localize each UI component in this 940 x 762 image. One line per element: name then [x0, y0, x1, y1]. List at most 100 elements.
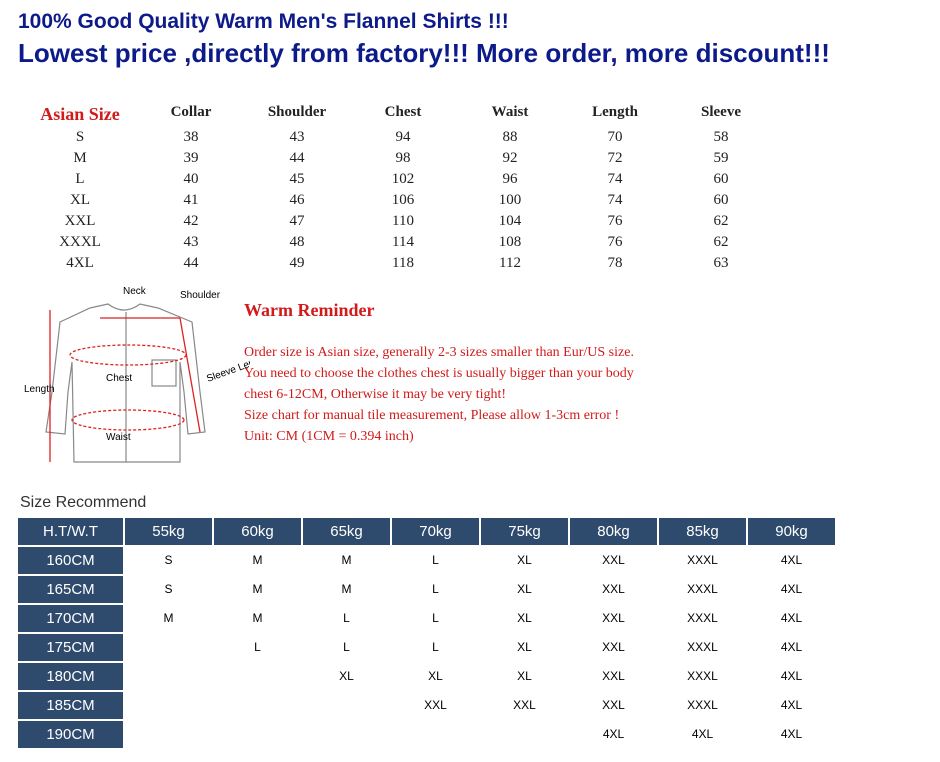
- recommend-cell: M: [252, 611, 263, 625]
- recommend-cell: M: [341, 553, 352, 567]
- reminder-title: Warm Reminder: [244, 300, 375, 320]
- size-cell: 62: [713, 234, 729, 250]
- size-cell: 74: [607, 171, 623, 187]
- size-cell: 60: [713, 192, 729, 208]
- recommend-cell: 4XL: [780, 669, 803, 683]
- recommend-cell: 4XL: [780, 553, 803, 567]
- headline: Lowest price ,directly from factory!!! M…: [18, 38, 830, 68]
- recommend-title: Size Recommend: [20, 494, 147, 511]
- size-cell: 96: [502, 171, 518, 187]
- recommend-cell: M: [163, 611, 174, 625]
- size-cell: 102: [391, 171, 415, 187]
- recommend-cell: XXL: [602, 553, 625, 567]
- size-cell: 43: [183, 234, 199, 250]
- size-cell: 104: [498, 213, 522, 229]
- recommend-cell: M: [252, 553, 263, 567]
- recommend-cell: [125, 721, 212, 748]
- recommend-cell: XL: [517, 611, 532, 625]
- recommend-cell: [303, 721, 390, 748]
- recommend-cell: [125, 634, 212, 661]
- size-cell: 48: [289, 234, 305, 250]
- recommend-cell: XL: [517, 669, 532, 683]
- headline: 100% Good Quality Warm Men's Flannel Shi…: [18, 10, 509, 33]
- size-cell: 74: [607, 192, 623, 208]
- row-header: 180CM: [18, 663, 123, 690]
- recommend-cell: XXL: [602, 640, 625, 654]
- size-cell: 60: [713, 171, 729, 187]
- size-cell: 78: [607, 255, 623, 271]
- row-header: 190CM: [18, 721, 123, 748]
- recommend-cell: 4XL: [780, 611, 803, 625]
- size-header: Chest: [384, 104, 422, 120]
- size-cell: S: [75, 129, 85, 145]
- size-cell: 58: [713, 129, 729, 145]
- recommend-cell: XXL: [602, 611, 625, 625]
- recommend-cell: XL: [517, 640, 532, 654]
- recommend-cell: M: [341, 582, 352, 596]
- diagram-label: Length: [24, 384, 55, 395]
- reminder-line: Size chart for manual tile measurement, …: [244, 408, 620, 423]
- recommend-cell: [481, 721, 568, 748]
- recommend-cell: XXXL: [687, 698, 718, 712]
- recommend-cell: XXL: [602, 582, 625, 596]
- size-cell: 49: [289, 255, 305, 271]
- size-cell: 76: [607, 234, 623, 250]
- size-cell: 59: [713, 150, 729, 166]
- recommend-header: 65kg: [303, 518, 390, 545]
- size-cell: 88: [502, 129, 518, 145]
- recommend-cell: 4XL: [780, 640, 803, 654]
- recommend-cell: XXL: [602, 698, 625, 712]
- recommend-cell: 4XL: [602, 727, 625, 741]
- row-header: 170CM: [18, 605, 123, 632]
- recommend-header: H.T/W.T: [18, 518, 123, 545]
- recommend-header: 80kg: [570, 518, 657, 545]
- recommend-cell: XXXL: [687, 553, 718, 567]
- size-cell: 46: [289, 192, 305, 208]
- diagram-label: Neck: [123, 286, 147, 297]
- size-header: Shoulder: [267, 104, 327, 120]
- recommend-cell: [125, 663, 212, 690]
- recommend-cell: XXL: [513, 698, 536, 712]
- diagram-label: Shoulder: [180, 290, 221, 301]
- recommend-cell: XL: [428, 669, 443, 683]
- size-cell: 39: [183, 150, 199, 166]
- recommend-cell: [214, 721, 301, 748]
- recommend-cell: L: [432, 611, 439, 625]
- recommend-cell: 4XL: [780, 582, 803, 596]
- recommend-cell: [214, 663, 301, 690]
- recommend-cell: [125, 692, 212, 719]
- recommend-cell: S: [164, 553, 173, 567]
- size-header: Length: [592, 104, 638, 120]
- recommend-header: 85kg: [659, 518, 746, 545]
- size-cell: 44: [289, 150, 305, 166]
- recommend-cell: XXXL: [687, 611, 718, 625]
- size-cell: 40: [183, 171, 199, 187]
- recommend-cell: L: [432, 640, 439, 654]
- size-cell: 92: [502, 150, 518, 166]
- size-cell: 47: [289, 213, 305, 229]
- reminder-line: You need to choose the clothes chest is …: [244, 366, 634, 381]
- size-cell: XXXL: [59, 234, 101, 250]
- size-cell: 94: [395, 129, 411, 145]
- size-cell: XXL: [64, 213, 96, 229]
- size-cell: 100: [498, 192, 522, 208]
- recommend-cell: 4XL: [691, 727, 714, 741]
- size-cell: 62: [713, 213, 729, 229]
- size-cell: 45: [289, 171, 305, 187]
- size-cell: 112: [499, 255, 521, 271]
- recommend-cell: XXL: [602, 669, 625, 683]
- recommend-cell: S: [164, 582, 173, 596]
- recommend-cell: XXXL: [687, 640, 718, 654]
- size-cell: M: [73, 150, 87, 166]
- reminder-line: Unit: CM (1CM = 0.394 inch): [244, 429, 414, 444]
- size-cell: 42: [183, 213, 199, 229]
- size-cell: 41: [183, 192, 199, 208]
- size-cell: 98: [395, 150, 411, 166]
- recommend-cell: XXXL: [687, 669, 718, 683]
- reminder-line: Order size is Asian size, generally 2-3 …: [244, 345, 634, 360]
- size-header: Collar: [170, 104, 212, 120]
- size-cell: 4XL: [66, 255, 94, 271]
- recommend-cell: 4XL: [780, 727, 803, 741]
- size-cell: 44: [183, 255, 199, 271]
- recommend-cell: XXXL: [687, 582, 718, 596]
